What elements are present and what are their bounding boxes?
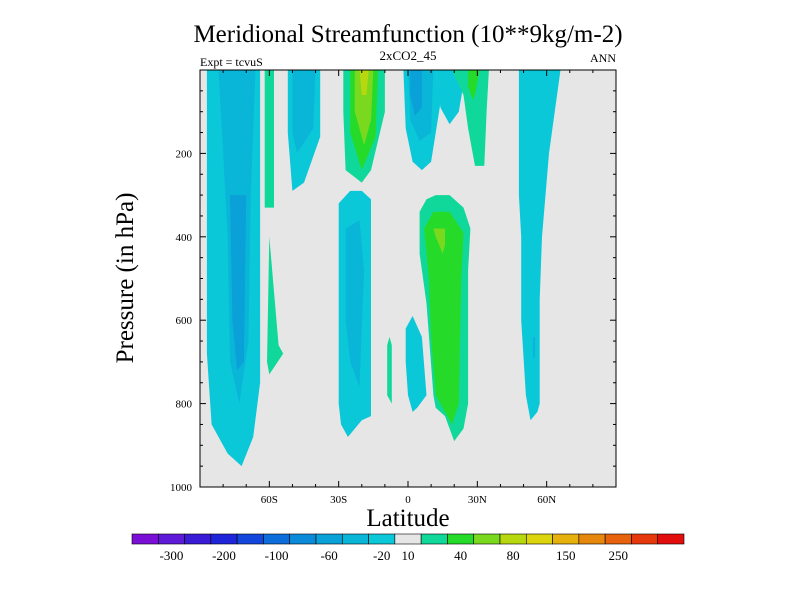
contour-region-23 [468, 70, 480, 100]
contour-region-6 [292, 70, 316, 154]
x-tick-label: 30S [330, 494, 347, 506]
colorbar-label: 150 [556, 548, 576, 563]
colorbar-label: -20 [373, 548, 390, 563]
colorbar-swatch [210, 533, 238, 545]
colorbar-swatch [157, 533, 185, 545]
y-axis-title: Pressure (in hPa) [112, 193, 139, 364]
season-label: ANN [590, 51, 616, 65]
chart-subtitle: 2xCO2_45 [379, 48, 436, 63]
colorbar-swatch [236, 533, 264, 545]
colorbar-swatch [578, 533, 606, 545]
contour-region-24 [518, 70, 561, 421]
plot-area [199, 69, 617, 488]
colorbar-label: 10 [402, 548, 415, 563]
y-axis: 200 400 600 800 1000 [170, 90, 616, 494]
x-axis: 60S 30S 0 30N 60N [222, 70, 594, 506]
contour-region-13 [387, 336, 392, 404]
contour-region-19 [424, 211, 464, 425]
y-tick-label: 200 [176, 148, 193, 160]
colorbar-swatch [473, 533, 501, 545]
colorbar-swatch [657, 533, 685, 545]
colorbar-label: -100 [265, 548, 289, 563]
contour-region-2 [230, 195, 247, 371]
colorbar-swatch [631, 533, 659, 545]
colorbar-swatch [184, 533, 212, 545]
colorbar-swatch [420, 533, 448, 545]
contour-region-25 [532, 336, 536, 358]
colorbar-swatch [315, 533, 343, 545]
y-tick-label: 400 [176, 232, 193, 244]
contour-region-8 [345, 220, 365, 387]
colorbar-swatch [552, 533, 580, 545]
colorbar-label: 80 [507, 548, 520, 563]
contour-region-4 [267, 236, 284, 375]
experiment-label: Expt = tcvuS [200, 55, 263, 69]
x-axis-title: Latitude [366, 505, 449, 532]
colorbar-swatch [604, 533, 632, 545]
y-tick-label: 600 [176, 315, 193, 327]
x-tick-label: 30N [468, 494, 487, 506]
colorbar-swatch [289, 533, 317, 545]
colorbar: -300 -200 -100 -60 -20 10 40 80 150 250 [131, 533, 685, 563]
y-tick-label: 800 [176, 399, 193, 411]
colorbar-swatch [131, 533, 159, 545]
x-tick-label: 60S [261, 494, 278, 506]
contour-region-11 [354, 70, 374, 146]
contour-region-17 [405, 316, 427, 412]
contour-region-3 [264, 70, 274, 208]
colorbar-label: -60 [320, 548, 337, 563]
x-tick-label: 60N [537, 494, 556, 506]
contour-region-12 [359, 70, 369, 95]
colorbar-swatch [525, 533, 553, 545]
chart-title: Meridional Streamfunction (10**9kg/m-2) [193, 21, 622, 48]
colorbar-swatch [341, 533, 369, 545]
colorbar-label: 40 [454, 548, 467, 563]
y-tick-label: 1000 [170, 482, 193, 494]
contour-region-20 [433, 228, 445, 254]
contour-region-22 [451, 70, 489, 166]
colorbar-swatch [447, 533, 475, 545]
colorbar-swatch [368, 533, 396, 545]
contour-region-16 [410, 70, 422, 116]
colorbar-label: 250 [609, 548, 629, 563]
x-tick-label: 0 [405, 494, 411, 506]
colorbar-label: -300 [160, 548, 184, 563]
colorbar-swatch [263, 533, 291, 545]
colorbar-swatch [394, 533, 422, 545]
colorbar-swatch [499, 533, 527, 545]
colorbar-label: -200 [212, 548, 236, 563]
